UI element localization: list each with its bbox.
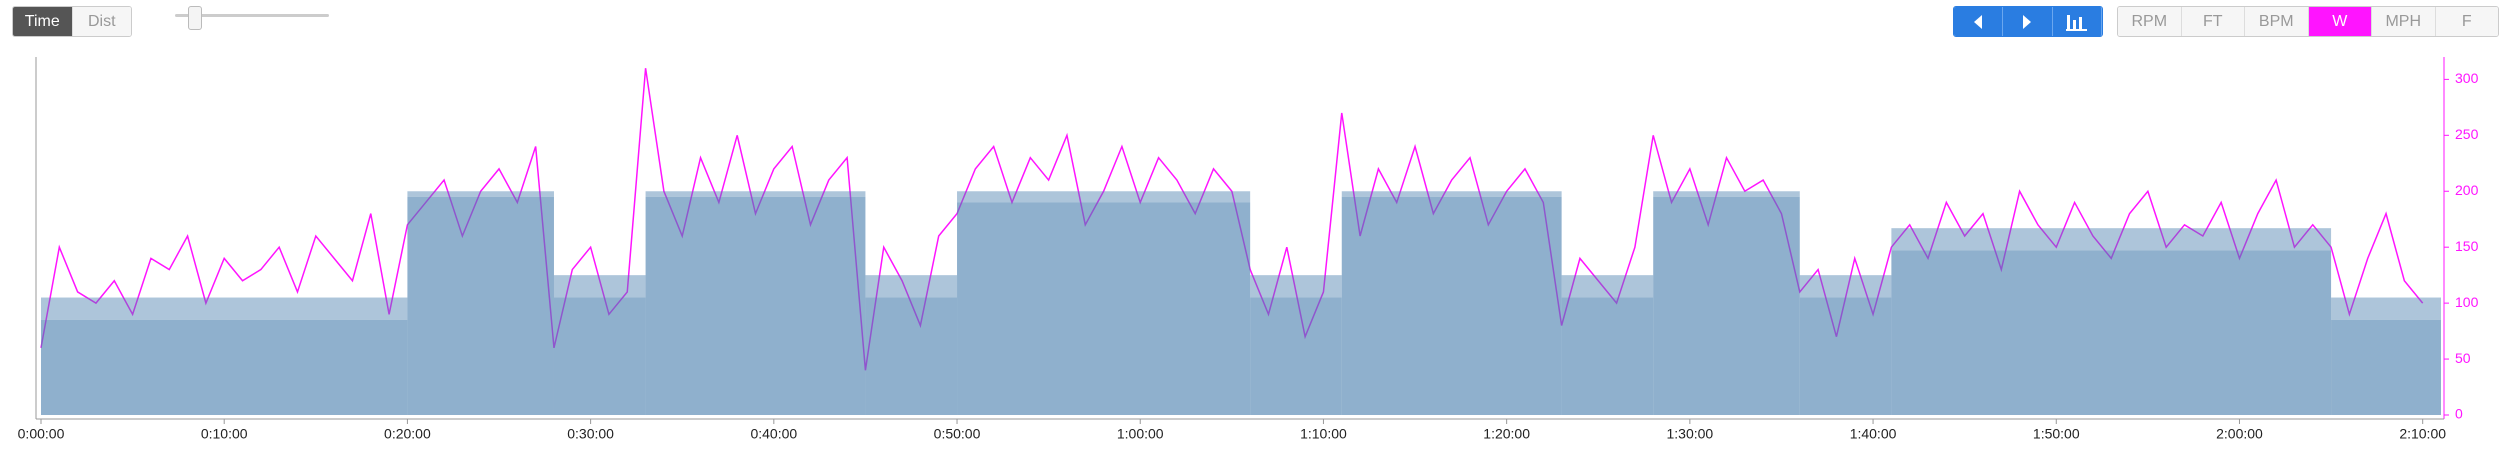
target-low bbox=[957, 202, 1251, 415]
y-tick-label: 100 bbox=[2455, 294, 2479, 310]
zoom-slider-knob[interactable] bbox=[188, 6, 202, 30]
prev-button[interactable] bbox=[1954, 7, 2004, 36]
x-tick-label: 0:00:00 bbox=[18, 426, 65, 442]
y-tick-label: 50 bbox=[2455, 350, 2471, 366]
target-low bbox=[2331, 319, 2441, 415]
target-low bbox=[1341, 196, 1562, 415]
target-range bbox=[41, 297, 408, 320]
unit-button[interactable]: MPH bbox=[2372, 7, 2436, 36]
x-tick-label: 2:00:00 bbox=[2216, 426, 2263, 442]
target-low bbox=[1891, 250, 2332, 415]
unit-toggle: RPM FT BPM W MPH F bbox=[2117, 6, 2499, 37]
bars-icon bbox=[2065, 14, 2087, 31]
target-low bbox=[41, 319, 408, 415]
chart-button[interactable] bbox=[2052, 7, 2102, 36]
x-tick-label: 1:30:00 bbox=[1666, 426, 1713, 442]
target-range bbox=[865, 275, 958, 298]
x-tick-label: 1:20:00 bbox=[1483, 426, 1530, 442]
unit-button[interactable]: F bbox=[2435, 7, 2498, 36]
x-tick-label: 0:10:00 bbox=[201, 426, 248, 442]
prev-icon bbox=[1974, 14, 1983, 29]
y-tick-label: 150 bbox=[2455, 238, 2479, 254]
target-range bbox=[645, 191, 866, 197]
unit-button[interactable]: RPM bbox=[2118, 7, 2182, 36]
target-low bbox=[1561, 297, 1654, 415]
nav-buttons bbox=[1953, 6, 2103, 37]
target-low bbox=[1799, 297, 1892, 415]
x-tick-label: 1:50:00 bbox=[2033, 426, 2080, 442]
x-tick-label: 0:50:00 bbox=[934, 426, 981, 442]
x-tick-label: 1:10:00 bbox=[1300, 426, 1347, 442]
mode-toggle: Time Dist bbox=[12, 6, 132, 37]
x-tick-label: 2:10:00 bbox=[2399, 426, 2446, 442]
unit-button[interactable]: BPM bbox=[2245, 7, 2309, 36]
y-tick-label: 250 bbox=[2455, 126, 2479, 142]
target-range bbox=[407, 191, 554, 197]
x-tick-label: 1:00:00 bbox=[1117, 426, 1164, 442]
power-line bbox=[40, 68, 2424, 371]
x-tick-label: 0:40:00 bbox=[750, 426, 797, 442]
y-tick-label: 0 bbox=[2455, 406, 2463, 422]
unit-button[interactable]: W bbox=[2308, 7, 2372, 36]
target-range bbox=[1561, 275, 1654, 298]
x-tick-label: 0:30:00 bbox=[567, 426, 614, 442]
y-tick-label: 300 bbox=[2455, 70, 2479, 86]
y-tick-label: 200 bbox=[2455, 182, 2479, 198]
next-button[interactable] bbox=[2003, 7, 2053, 36]
target-range bbox=[1250, 275, 1342, 298]
next-icon bbox=[2023, 14, 2032, 29]
unit-button[interactable]: FT bbox=[2181, 7, 2245, 36]
target-range bbox=[1891, 228, 2332, 251]
target-range bbox=[1799, 275, 1892, 298]
x-tick-label: 0:20:00 bbox=[384, 426, 431, 442]
mode-button[interactable]: Dist bbox=[72, 7, 131, 36]
target-low bbox=[553, 297, 646, 415]
mode-button[interactable]: Time bbox=[13, 7, 73, 36]
target-range bbox=[1341, 191, 1562, 197]
x-tick-label: 1:40:00 bbox=[1850, 426, 1897, 442]
zoom-slider-track[interactable] bbox=[175, 14, 329, 17]
target-low bbox=[865, 297, 958, 415]
target-low bbox=[407, 196, 554, 415]
target-low bbox=[1653, 196, 1800, 415]
target-range bbox=[553, 275, 646, 298]
target-low bbox=[1250, 297, 1342, 415]
target-range bbox=[2331, 297, 2441, 320]
target-low bbox=[645, 196, 866, 415]
target-range bbox=[957, 191, 1251, 203]
target-range bbox=[1653, 191, 1800, 197]
